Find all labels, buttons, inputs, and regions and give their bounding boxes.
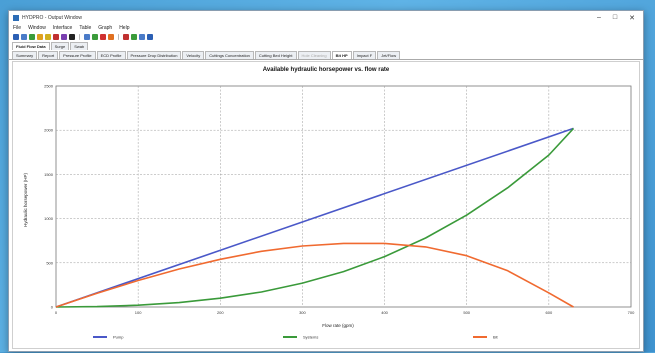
toolbar-tool-icon[interactable] bbox=[139, 34, 145, 40]
tab-result[interactable]: Cuttings Concentration bbox=[205, 51, 254, 59]
legend-label: Pump bbox=[113, 335, 124, 340]
minimize-button[interactable]: – bbox=[596, 13, 601, 21]
menu-window[interactable]: Window bbox=[28, 25, 46, 31]
menu-help[interactable]: Help bbox=[119, 25, 130, 31]
legend-label: Bit bbox=[493, 335, 499, 340]
tab-result[interactable]: Summary bbox=[12, 51, 38, 59]
tab-result[interactable]: Bit HP bbox=[331, 51, 352, 59]
tab-top[interactable]: Fluid Flow Data bbox=[12, 42, 50, 50]
toolbar-separator bbox=[79, 34, 80, 40]
legend: Pump Systems Bit bbox=[93, 335, 499, 340]
toolbar-tool-icon[interactable] bbox=[108, 34, 114, 40]
y-tick-label: 2500 bbox=[44, 84, 54, 89]
close-button[interactable]: ✕ bbox=[629, 14, 635, 22]
tab-top[interactable]: Swab bbox=[70, 42, 89, 50]
tab-result[interactable]: Report bbox=[38, 51, 59, 59]
title-bar: HYDPRO - Output Window – □ ✕ bbox=[9, 11, 643, 24]
toolbar-tool-icon[interactable] bbox=[92, 34, 98, 40]
toolbar-tool-icon[interactable] bbox=[61, 34, 67, 40]
hydraulic-hp-chart: Available hydraulic horsepower vs. flow … bbox=[23, 67, 635, 340]
x-tick-label: 700 bbox=[628, 310, 635, 315]
x-tick-label: 0 bbox=[55, 310, 58, 315]
y-tick-label: 1000 bbox=[44, 216, 54, 221]
x-tick-label: 600 bbox=[546, 310, 553, 315]
chart-title: Available hydraulic horsepower vs. flow … bbox=[263, 67, 390, 73]
menu-table[interactable]: Table bbox=[79, 25, 92, 31]
x-tick-label: 500 bbox=[463, 310, 470, 315]
top-tab-strip: Fluid Flow Data Surge Swab bbox=[9, 42, 643, 50]
toolbar-tool-icon[interactable] bbox=[37, 34, 43, 40]
x-tick-label: 400 bbox=[381, 310, 388, 315]
toolbar-tool-icon[interactable] bbox=[84, 34, 90, 40]
chart-panel: Available hydraulic horsepower vs. flow … bbox=[12, 61, 640, 349]
menu-interface[interactable]: Interface bbox=[52, 25, 73, 31]
y-tick-label: 500 bbox=[46, 260, 53, 265]
x-tick-label: 300 bbox=[299, 310, 306, 315]
y-tick-label: 0 bbox=[51, 305, 54, 310]
series-line-pump bbox=[55, 127, 574, 308]
tab-top[interactable]: Surge bbox=[50, 42, 70, 50]
tab-result[interactable]: Hole Cleaning bbox=[297, 51, 331, 59]
toolbar-separator bbox=[118, 34, 119, 40]
tab-result[interactable]: Jet/Flow bbox=[377, 51, 401, 59]
series-line-systems bbox=[55, 127, 575, 308]
tab-result[interactable]: Impact F bbox=[352, 51, 377, 59]
y-axis-label: Hydraulic horsepower (HP) bbox=[23, 172, 28, 227]
tab-result[interactable]: Pressure Profile bbox=[59, 51, 96, 59]
toolbar-tool-icon[interactable] bbox=[69, 34, 75, 40]
x-tick-label: 100 bbox=[135, 310, 142, 315]
menu-file[interactable]: File bbox=[13, 25, 22, 31]
toolbar-tool-icon[interactable] bbox=[123, 34, 129, 40]
tab-result[interactable]: ECD Profile bbox=[96, 51, 126, 59]
toolbar-tool-icon[interactable] bbox=[13, 34, 19, 40]
tab-result[interactable]: Cutting Bed Height bbox=[254, 51, 297, 59]
maximize-button[interactable]: □ bbox=[612, 13, 618, 21]
x-tick-label: 200 bbox=[217, 310, 224, 315]
menu-bar: File Window Interface Table Graph Help bbox=[9, 24, 643, 32]
legend-label: Systems bbox=[303, 335, 318, 340]
grid: 0 100 200 300 400 500 600 700 0 500 1000 1500 2000 25… bbox=[44, 84, 635, 316]
toolbar-tool-icon[interactable] bbox=[131, 34, 137, 40]
toolbar-tool-icon[interactable] bbox=[53, 34, 59, 40]
output-window: HYDPRO - Output Window – □ ✕ File Window… bbox=[8, 10, 644, 352]
tab-result[interactable]: Pressure Drop Distribution bbox=[126, 51, 182, 59]
app-icon bbox=[13, 14, 19, 21]
tab-result[interactable]: Velocity bbox=[182, 51, 205, 59]
toolbar-tool-icon[interactable] bbox=[100, 34, 106, 40]
window-title: HYDPRO - Output Window bbox=[22, 14, 83, 21]
series-lines bbox=[55, 127, 575, 308]
toolbar-tool-icon[interactable] bbox=[45, 34, 51, 40]
toolbar-tool-icon[interactable] bbox=[29, 34, 35, 40]
plot-area bbox=[55, 85, 632, 308]
x-axis-label: Flow rate (gpm) bbox=[322, 323, 354, 328]
toolbar-tool-icon[interactable] bbox=[21, 34, 27, 40]
menu-graph[interactable]: Graph bbox=[98, 25, 113, 31]
y-tick-label: 1500 bbox=[44, 172, 54, 177]
series-line-bit bbox=[55, 242, 574, 308]
toolbar-tool-icon[interactable] bbox=[147, 34, 153, 40]
result-tab-strip: Summary Report Pressure Profile ECD Profile… bbox=[9, 50, 643, 60]
y-tick-label: 2000 bbox=[44, 128, 54, 133]
toolbar bbox=[9, 32, 643, 42]
